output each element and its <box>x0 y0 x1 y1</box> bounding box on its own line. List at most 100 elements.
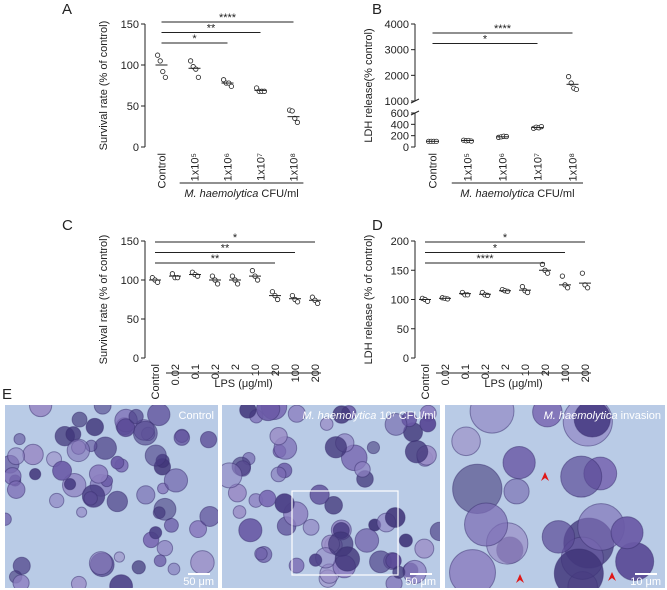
y-axis-title: Survival rate (% of control) <box>98 235 110 365</box>
cell <box>398 533 413 548</box>
data-point <box>289 108 295 114</box>
cell <box>384 413 408 436</box>
data-point <box>294 119 300 126</box>
cell <box>553 548 604 588</box>
x-axis-title-text: LPS (μg/ml) <box>484 378 542 390</box>
cell <box>190 550 215 575</box>
cell <box>128 408 144 425</box>
cell <box>222 462 243 489</box>
data-point <box>193 66 199 72</box>
y-tick-label: 0 <box>133 353 139 365</box>
cell <box>149 526 163 540</box>
data-point <box>160 68 166 75</box>
cell <box>13 433 26 446</box>
x-tick-label: 0.1 <box>190 364 202 379</box>
cell <box>232 505 247 519</box>
cell <box>469 405 515 434</box>
arrowhead <box>541 472 549 481</box>
cell <box>49 492 65 509</box>
data-point <box>162 74 168 80</box>
cell <box>419 415 437 433</box>
x-tick-label: 0.1 <box>460 364 472 379</box>
data-point <box>314 300 321 306</box>
significance-label: ** <box>211 253 220 265</box>
cell <box>6 480 26 499</box>
micrograph <box>445 405 665 588</box>
x-axis-title-text: LPS (μg/ml) <box>214 378 272 390</box>
arrowhead <box>516 574 524 583</box>
x-tick-label: 0.2 <box>210 364 222 379</box>
x-tick-label: 20 <box>540 364 552 376</box>
data-point <box>215 281 221 287</box>
data-point <box>188 58 194 64</box>
x-axis-title: LPS (μg/ml) <box>484 378 542 390</box>
significance-label: * <box>493 243 498 255</box>
cell <box>502 446 536 480</box>
cell <box>255 405 281 422</box>
cell <box>153 554 167 568</box>
x-axis-title-italic: M. haemolytica <box>184 188 258 200</box>
data-point <box>221 77 227 83</box>
cell <box>274 493 295 514</box>
cell <box>147 405 171 427</box>
significance-label: **** <box>219 12 237 24</box>
cell <box>167 562 181 576</box>
y-tick-label: 150 <box>121 236 139 248</box>
caption: M. haemolytica invasion <box>544 410 661 422</box>
cell <box>354 461 371 478</box>
cell <box>258 489 277 508</box>
x-tick-label: 0.02 <box>170 364 182 385</box>
cell <box>238 518 263 543</box>
caption-text: Control <box>179 410 214 422</box>
scale-bar-label: 50 μm <box>183 576 214 588</box>
cell <box>287 405 306 423</box>
data-point <box>565 74 572 80</box>
data-point <box>584 285 591 291</box>
caption: Control <box>179 410 214 422</box>
data-point <box>155 52 161 58</box>
x-tick-label: 10 <box>250 364 262 376</box>
cell <box>366 440 381 455</box>
y-tick-label: 50 <box>397 324 409 336</box>
y-tick-label: 200 <box>391 236 409 248</box>
panel-letter: E <box>2 386 12 403</box>
x-tick-label: 1x10⁶ <box>498 153 510 181</box>
data-point <box>579 270 586 276</box>
y-tick-label: 100 <box>121 275 139 287</box>
cell <box>573 405 611 438</box>
cell <box>404 439 429 464</box>
cell <box>76 506 88 518</box>
data-point <box>249 268 255 274</box>
axis-break <box>410 98 420 104</box>
cell <box>173 429 191 446</box>
data-point <box>269 289 275 295</box>
data-point <box>524 289 531 296</box>
x-tick-label: 0.2 <box>480 364 492 379</box>
cell <box>324 495 343 515</box>
cell <box>5 512 12 526</box>
data-point <box>538 124 545 130</box>
x-axis-title-text: CFU/ml <box>534 188 574 200</box>
significance-label: * <box>483 34 488 46</box>
data-point <box>235 281 241 287</box>
x-tick-label: 2 <box>500 364 512 370</box>
data-point <box>544 270 551 276</box>
cell <box>28 405 53 418</box>
data-point <box>195 74 201 80</box>
x-axis-title: LPS (μg/ml) <box>214 378 272 390</box>
x-tick-label: 1x10⁷ <box>533 153 545 181</box>
y-tick-label: 150 <box>121 19 139 31</box>
y-tick-label: 0 <box>403 353 409 365</box>
micrograph <box>222 405 440 588</box>
data-point <box>274 296 281 303</box>
cell <box>334 546 361 572</box>
cell <box>22 443 44 466</box>
x-tick-label: 20 <box>270 364 282 376</box>
cell <box>12 574 30 588</box>
cell <box>109 574 134 588</box>
y-tick-label: 1000 <box>385 96 409 108</box>
cell <box>324 436 348 459</box>
data-point <box>468 138 474 144</box>
data-point <box>573 86 580 93</box>
cell <box>52 460 73 481</box>
